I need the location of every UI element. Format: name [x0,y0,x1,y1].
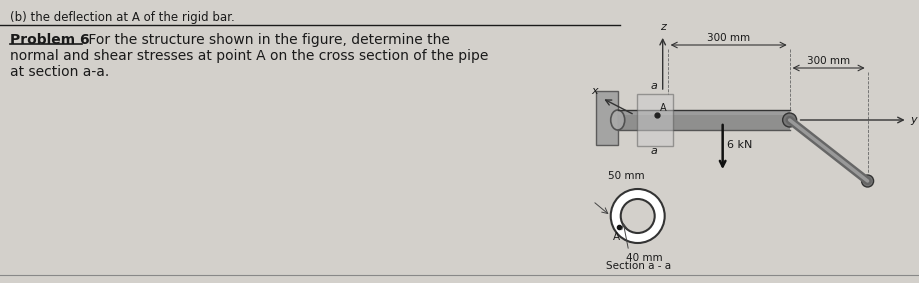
Text: 300 mm: 300 mm [807,56,850,66]
Circle shape [783,113,797,127]
Text: z: z [660,22,665,32]
Text: 300 mm: 300 mm [707,33,750,43]
Text: a: a [651,81,657,91]
Text: A: A [613,232,620,242]
Text: For the structure shown in the figure, determine the: For the structure shown in the figure, d… [84,33,449,47]
Bar [618,110,789,115]
Text: normal and shear stresses at point A on the cross section of the pipe: normal and shear stresses at point A on … [10,49,488,63]
Text: 6 kN: 6 kN [727,140,752,150]
Text: Problem 6: Problem 6 [10,33,90,47]
Text: 40 mm: 40 mm [626,253,663,263]
Circle shape [611,189,664,243]
Text: Section a - a: Section a - a [606,261,671,271]
Text: at section a-a.: at section a-a. [10,65,109,79]
Circle shape [862,175,874,187]
Text: 50 mm: 50 mm [607,171,644,181]
Text: A: A [660,103,666,113]
Text: (b) the deflection at A of the rigid bar.: (b) the deflection at A of the rigid bar… [10,11,234,24]
Text: y: y [911,115,917,125]
Circle shape [620,199,654,233]
Text: x: x [591,86,597,96]
Bar [618,110,789,130]
Ellipse shape [611,110,625,130]
Text: a: a [651,146,657,156]
Bar [596,91,618,145]
Bar [637,94,673,146]
